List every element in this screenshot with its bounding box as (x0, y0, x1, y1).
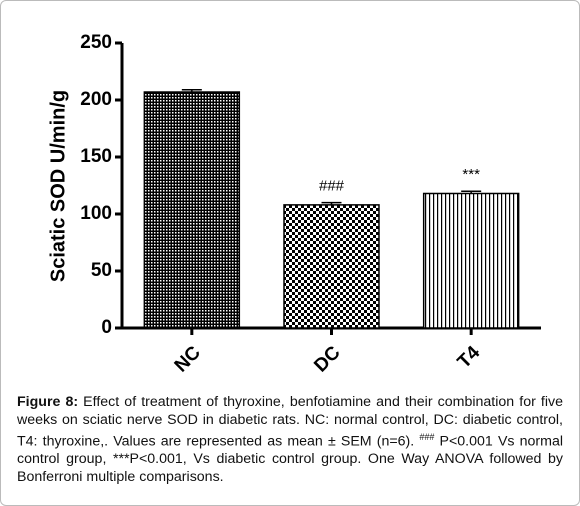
y-tick-label: 250 (80, 32, 112, 53)
y-tick-label: 50 (91, 260, 112, 281)
caption-text: Effect of treatment of thyroxine, benfot… (17, 394, 563, 450)
y-tick-label: 100 (80, 203, 112, 224)
y-axis-label: Sciatic SOD U/min/g (47, 90, 69, 282)
chart: Sciatic SOD U/min/g 0 50 100 150 200 250 NC DC #… (47, 32, 541, 376)
y-tick-label: 200 (80, 89, 112, 110)
y-tick-label: 150 (80, 146, 112, 167)
caption: Figure 8: Effect of treatment of thyroxi… (17, 394, 563, 486)
error-bar (461, 190, 482, 194)
annotation: ### (319, 178, 345, 195)
y-tick-label: 0 (101, 317, 112, 338)
bar (283, 204, 380, 329)
caption-superscript: ### (419, 432, 435, 442)
caption-label: Figure 8: (17, 394, 79, 410)
annotation: *** (462, 166, 480, 183)
bar (422, 192, 520, 329)
error-bar (321, 201, 342, 205)
x-tick-label: DC (310, 342, 344, 376)
bar (143, 91, 241, 329)
x-tick-label: NC (171, 342, 205, 376)
x-tick-label: T4 (454, 342, 485, 373)
error-bar (181, 88, 202, 93)
caption-text: P<0.001 Vs normal control group, ***P<0.… (17, 433, 564, 485)
